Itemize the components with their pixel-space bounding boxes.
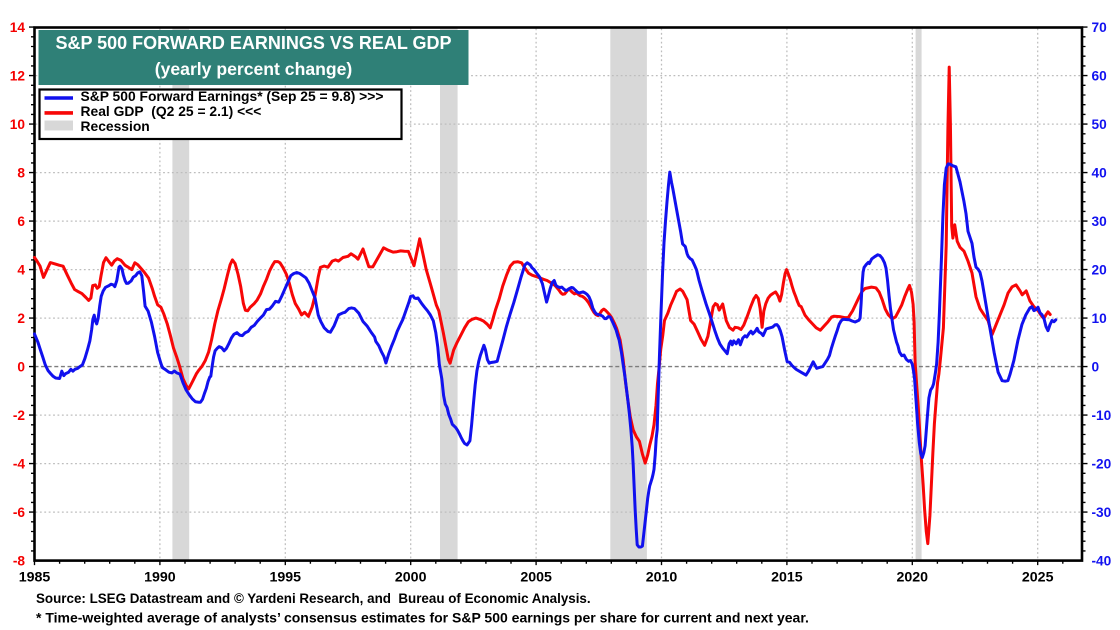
svg-text:20: 20 [1092, 262, 1108, 277]
svg-text:14: 14 [10, 20, 26, 35]
svg-text:2025: 2025 [1022, 569, 1054, 585]
svg-text:2000: 2000 [395, 569, 427, 585]
svg-text:-8: -8 [13, 553, 26, 568]
svg-text:2015: 2015 [771, 569, 803, 585]
svg-text:-20: -20 [1092, 456, 1112, 471]
svg-text:12: 12 [10, 68, 26, 83]
svg-text:-6: -6 [13, 505, 26, 520]
svg-text:70: 70 [1092, 20, 1108, 35]
svg-text:-10: -10 [1092, 408, 1112, 423]
svg-text:S&P 500 FORWARD EARNINGS VS RE: S&P 500 FORWARD EARNINGS VS REAL GDP [55, 33, 451, 53]
svg-text:1990: 1990 [144, 569, 176, 585]
svg-text:8: 8 [17, 165, 25, 180]
svg-text:-40: -40 [1092, 553, 1112, 568]
svg-text:2020: 2020 [897, 569, 929, 585]
svg-text:10: 10 [1092, 311, 1108, 326]
svg-text:Recession: Recession [81, 118, 150, 134]
svg-text:S&P 500 Forward Earnings* (Sep: S&P 500 Forward Earnings* (Sep 25 = 9.8)… [81, 88, 384, 104]
svg-text:10: 10 [10, 117, 26, 132]
svg-text:6: 6 [17, 214, 25, 229]
svg-text:Source: LSEG Datastream and ©: Source: LSEG Datastream and © Yardeni Re… [36, 591, 591, 606]
svg-text:4: 4 [17, 262, 25, 277]
svg-text:2010: 2010 [646, 569, 678, 585]
svg-text:-2: -2 [13, 408, 26, 423]
svg-text:2005: 2005 [520, 569, 552, 585]
svg-text:-4: -4 [13, 456, 26, 471]
svg-text:50: 50 [1092, 117, 1108, 132]
svg-text:60: 60 [1092, 68, 1108, 83]
svg-text:40: 40 [1092, 165, 1108, 180]
svg-text:* Time-weighted average of ana: * Time-weighted average of analysts’ con… [36, 609, 809, 625]
svg-text:1995: 1995 [270, 569, 302, 585]
svg-text:-30: -30 [1092, 505, 1112, 520]
svg-text:2: 2 [17, 311, 25, 326]
svg-text:30: 30 [1092, 214, 1108, 229]
svg-text:0: 0 [17, 359, 25, 374]
svg-text:0: 0 [1092, 359, 1100, 374]
svg-text:1985: 1985 [19, 569, 51, 585]
svg-text:Real GDP (Q2 25 = 2.1) <<<: Real GDP (Q2 25 = 2.1) <<< [81, 103, 262, 119]
svg-text:(yearly percent change): (yearly percent change) [155, 59, 353, 79]
